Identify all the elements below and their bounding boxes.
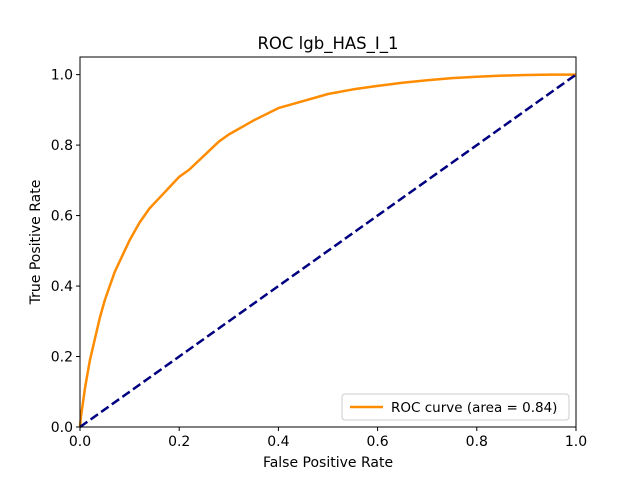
x-axis-label: False Positive Rate xyxy=(263,455,393,471)
y-axis-label: True Positive Rate xyxy=(28,180,44,306)
y-tick-label: 1.0 xyxy=(51,68,73,84)
axes-frame xyxy=(79,56,577,428)
chart-title: ROC lgb_HAS_I_1 xyxy=(257,34,398,54)
legend: ROC curve (area = 0.84) xyxy=(341,393,570,421)
roc-curve-line xyxy=(78,73,576,428)
legend-label-roc: ROC curve (area = 0.84) xyxy=(391,400,557,416)
y-tick-label: 0.0 xyxy=(51,420,73,436)
y-tick-label: 0.8 xyxy=(51,138,73,154)
x-tick-label: 1.0 xyxy=(565,434,587,450)
x-tick-label: 0.4 xyxy=(267,434,289,450)
y-tick-label: 0.2 xyxy=(51,350,73,366)
x-tick-label: 0.2 xyxy=(168,434,190,450)
plot-area xyxy=(78,56,577,429)
x-tick-label: 0.0 xyxy=(69,434,91,450)
y-tick-label: 0.4 xyxy=(51,279,73,295)
y-axis: 0.0 0.2 0.4 0.6 0.8 1.0 xyxy=(51,68,80,436)
y-tick-label: 0.6 xyxy=(51,209,73,225)
axes-background xyxy=(80,57,576,427)
x-tick-label: 0.8 xyxy=(466,434,488,450)
x-axis: 0.0 0.2 0.4 0.6 0.8 1.0 xyxy=(69,427,587,450)
x-tick-label: 0.6 xyxy=(366,434,388,450)
series-layer xyxy=(78,73,577,429)
legend-box xyxy=(341,393,570,421)
diagonal-reference-line xyxy=(79,73,577,429)
